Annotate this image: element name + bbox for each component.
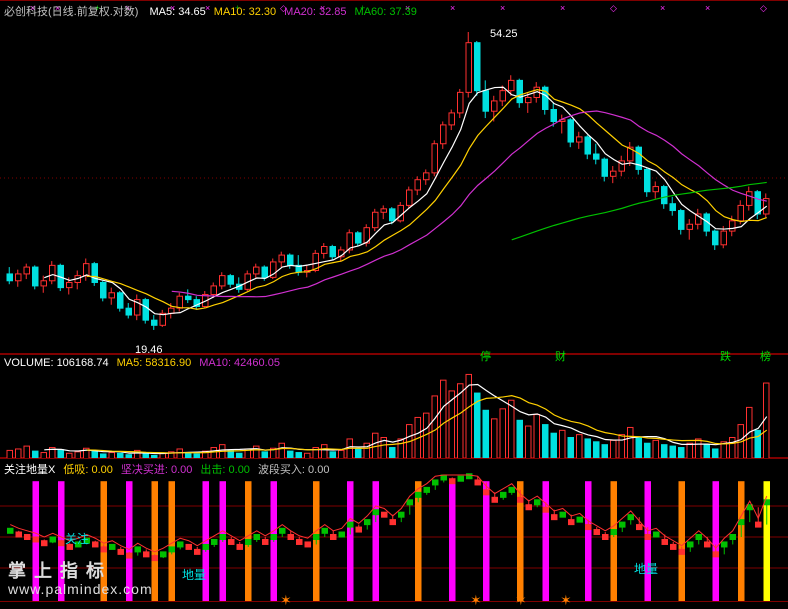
stock-chart: 必创科技(日线.前复权.对数) MA5: 34.65MA10: 32.30MA2… bbox=[0, 0, 788, 603]
price-svg bbox=[0, 1, 788, 355]
price-header: 必创科技(日线.前复权.对数) MA5: 34.65MA10: 32.30MA2… bbox=[4, 3, 433, 19]
volume-header: VOLUME: 106168.74MA5: 58316.90MA10: 4246… bbox=[4, 357, 288, 369]
volume-svg bbox=[0, 355, 788, 459]
watermark: 掌上指标 www.palmindex.com bbox=[8, 557, 153, 597]
volume-panel[interactable]: VOLUME: 106168.74MA5: 58316.90MA10: 4246… bbox=[0, 354, 788, 458]
stock-title: 必创科技(日线.前复权.对数) bbox=[4, 6, 138, 18]
price-panel[interactable]: 必创科技(日线.前复权.对数) MA5: 34.65MA10: 32.30MA2… bbox=[0, 0, 788, 354]
indicator-header: 关注地量X低吸: 0.00坚决买进: 0.00出击: 0.00波段买入: 0.0… bbox=[4, 461, 337, 477]
